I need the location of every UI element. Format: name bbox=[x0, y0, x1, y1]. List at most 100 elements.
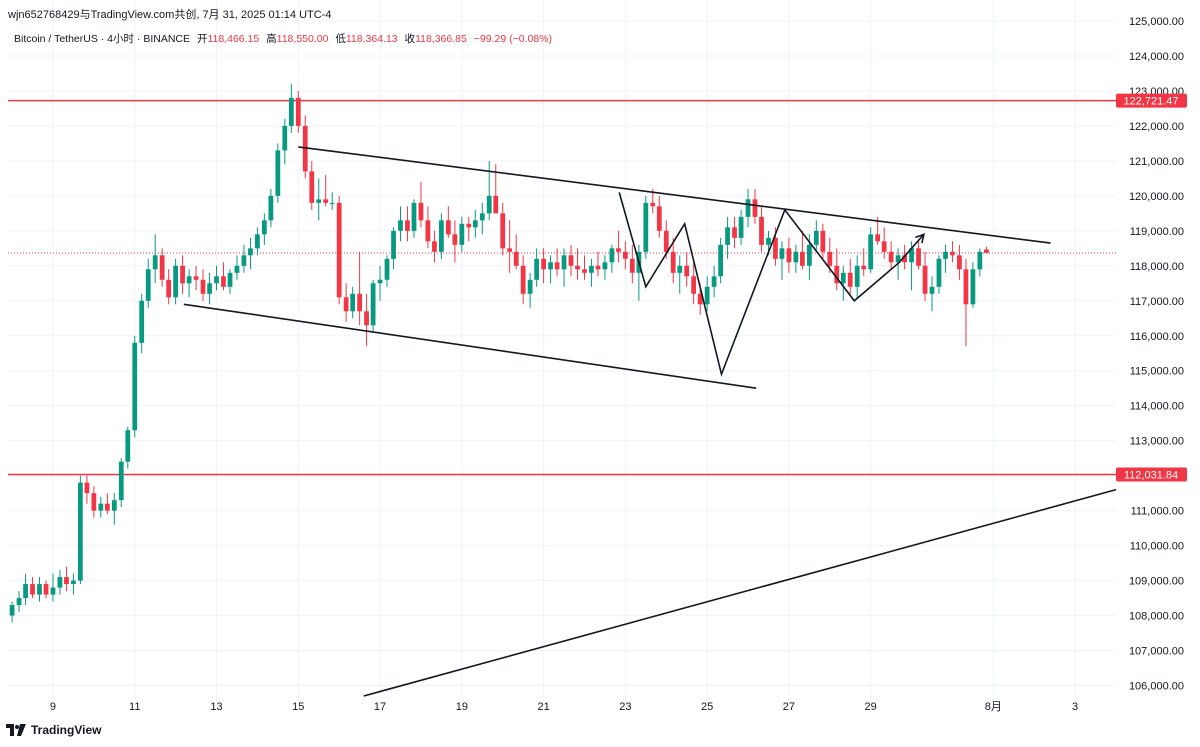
candle bbox=[193, 265, 199, 291]
candle-body bbox=[234, 265, 240, 273]
candle-body bbox=[881, 241, 887, 252]
candle bbox=[125, 426, 131, 469]
candle bbox=[963, 258, 969, 347]
candle-body bbox=[806, 244, 812, 266]
open-value: 118,466.15 bbox=[207, 33, 260, 45]
candle-body bbox=[691, 276, 697, 294]
candle-body bbox=[316, 199, 322, 203]
candle bbox=[241, 244, 247, 273]
candle bbox=[677, 255, 683, 294]
candle-body bbox=[957, 255, 962, 270]
x-tick-label: 15 bbox=[292, 701, 304, 713]
candle bbox=[104, 493, 110, 515]
candle-body bbox=[323, 199, 329, 203]
y-tick-label: 114,000.00 bbox=[1130, 401, 1184, 413]
candle-body bbox=[711, 276, 717, 287]
candle bbox=[159, 248, 165, 287]
symbol-name[interactable]: Bitcoin / TetherUS · 4小时 · BINANCE bbox=[14, 33, 191, 45]
candle-body bbox=[963, 269, 969, 305]
candle-body bbox=[200, 279, 206, 294]
candle-body bbox=[30, 584, 35, 595]
candle bbox=[786, 237, 792, 273]
candle-body bbox=[43, 584, 49, 595]
candle-body bbox=[595, 265, 601, 270]
candle bbox=[282, 118, 288, 165]
candle bbox=[752, 188, 758, 224]
candle bbox=[970, 262, 976, 308]
candle bbox=[957, 244, 962, 280]
candle-body bbox=[432, 241, 437, 252]
candle bbox=[582, 255, 587, 280]
candle-body bbox=[684, 265, 690, 277]
price-axis[interactable]: 125,000.00124,000.00123,000.00122,000.00… bbox=[1129, 16, 1184, 693]
price-badges: 122,721.47 112,031.84 bbox=[1116, 93, 1187, 482]
candle bbox=[405, 206, 410, 242]
y-tick-label: 110,000.00 bbox=[1130, 541, 1184, 553]
candle-body bbox=[132, 342, 138, 431]
candle bbox=[554, 248, 560, 277]
candle-body bbox=[391, 230, 396, 259]
candle-body bbox=[282, 125, 288, 151]
trendline bbox=[183, 303, 757, 390]
tradingview-logo-icon bbox=[6, 724, 26, 736]
level-price-text: 112,031.84 bbox=[1124, 470, 1178, 482]
candle bbox=[152, 234, 158, 284]
candle-body bbox=[125, 430, 131, 462]
candle-body bbox=[929, 286, 935, 294]
candle bbox=[732, 216, 737, 249]
candle bbox=[323, 174, 329, 207]
candle bbox=[643, 195, 649, 259]
candle-body bbox=[738, 216, 744, 238]
candle bbox=[425, 206, 431, 249]
y-tick-label: 111,000.00 bbox=[1131, 506, 1184, 518]
candle-body bbox=[779, 248, 785, 259]
tradingview-logo[interactable]: TradingView bbox=[6, 723, 101, 737]
candle-body bbox=[336, 202, 342, 298]
candle-body bbox=[909, 248, 914, 263]
candle-body bbox=[520, 265, 526, 294]
candle bbox=[534, 248, 540, 287]
candle bbox=[520, 255, 526, 305]
level-price-text: 122,721.47 bbox=[1123, 96, 1178, 108]
candle-body bbox=[936, 258, 942, 287]
candle bbox=[288, 83, 294, 133]
candle bbox=[370, 279, 376, 333]
candle bbox=[977, 248, 983, 277]
candle bbox=[166, 269, 172, 305]
candle-body bbox=[895, 255, 901, 263]
candle-body bbox=[405, 220, 410, 231]
change-value: −99.29 (−0.08%) bbox=[473, 33, 552, 45]
candle-body bbox=[725, 227, 730, 245]
candle-body bbox=[370, 283, 376, 326]
candle bbox=[779, 241, 785, 280]
candle bbox=[84, 475, 90, 504]
candle bbox=[50, 573, 56, 602]
x-tick-label: 25 bbox=[701, 701, 713, 713]
candle bbox=[234, 255, 240, 280]
candle bbox=[459, 216, 465, 252]
time-axis[interactable]: 9 11 13 15 17 19 21 23 25 27 29 8月 3 bbox=[50, 701, 1078, 713]
candle-body bbox=[861, 265, 867, 270]
tradingview-brand: TradingView bbox=[31, 723, 102, 737]
candle-body bbox=[984, 249, 989, 253]
candle-body bbox=[970, 269, 976, 305]
candle-body bbox=[9, 605, 15, 616]
candle bbox=[629, 244, 635, 284]
candle-body bbox=[71, 580, 76, 585]
y-tick-label: 113,000.00 bbox=[1130, 436, 1184, 448]
candle-body bbox=[486, 195, 492, 214]
y-tick-label: 120,000.00 bbox=[1129, 191, 1184, 203]
candle-body bbox=[139, 300, 145, 343]
candle-body bbox=[670, 251, 676, 273]
candle-body bbox=[452, 234, 458, 245]
candle-body bbox=[57, 577, 63, 588]
candle-body bbox=[500, 213, 506, 249]
candle bbox=[309, 160, 315, 210]
candle-body bbox=[786, 248, 792, 263]
candle-body bbox=[561, 255, 567, 270]
chart-attribution: wjn652768429与TradingView.com共创, 7月 31, 2… bbox=[8, 9, 332, 21]
candle bbox=[111, 493, 117, 525]
candle-body bbox=[214, 276, 219, 284]
candle-body bbox=[193, 276, 199, 280]
